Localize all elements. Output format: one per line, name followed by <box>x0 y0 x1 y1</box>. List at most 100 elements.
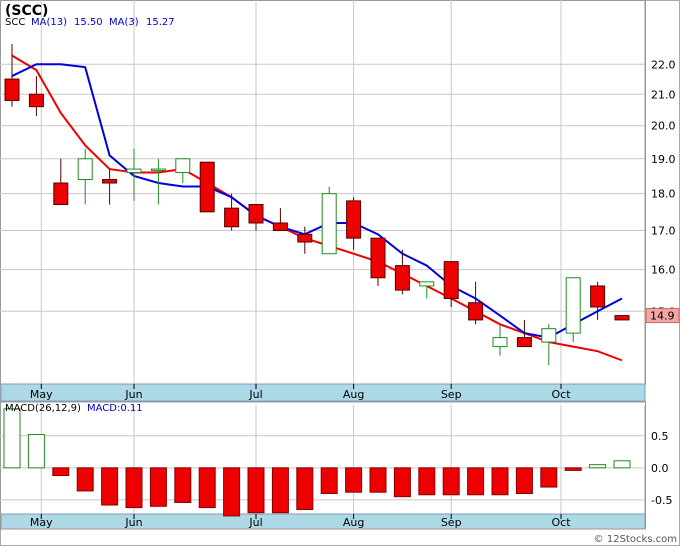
candle-up <box>175 158 191 184</box>
macd-bar <box>247 467 265 514</box>
macd-bar <box>369 467 387 493</box>
macd-bar <box>52 467 70 477</box>
candle-down <box>53 158 69 206</box>
candle-down <box>468 281 484 325</box>
candle-body <box>370 237 386 279</box>
macd-bar <box>418 467 436 496</box>
macd-panel-border <box>0 401 646 530</box>
candle-body <box>590 285 606 308</box>
candle-body <box>516 337 532 348</box>
month-label: Sep <box>441 388 462 401</box>
macd-tick-label: -0.5 <box>651 494 672 507</box>
footer-credit: © 12Stocks.com <box>594 534 677 545</box>
candle-up <box>321 186 337 255</box>
price-tick-label: 22.0 <box>651 58 676 71</box>
candle-down <box>199 161 215 213</box>
candle-body <box>443 261 459 299</box>
price-tick-label: 20.0 <box>651 120 676 133</box>
candle-body <box>468 302 484 321</box>
candle-body <box>346 200 362 239</box>
macd-legend-value: MACD:0.11 <box>87 403 143 414</box>
candle-body <box>53 182 69 206</box>
macd-tick-label: 0.5 <box>651 430 669 443</box>
candle-up <box>419 281 435 299</box>
legend-ma3-value: 15.27 <box>146 17 175 28</box>
candle-down <box>4 44 20 107</box>
price-tick-label: 18.0 <box>651 188 676 201</box>
candle-down <box>224 193 240 231</box>
candle-body <box>614 315 630 321</box>
macd-bar <box>467 467 485 496</box>
legend-ma13-value: 15.50 <box>74 17 103 28</box>
candle-body <box>541 328 557 343</box>
candle-up <box>492 324 508 356</box>
candle-body <box>28 93 44 108</box>
price-month-band <box>0 383 646 402</box>
price-tick-label: 19.0 <box>651 153 676 166</box>
candle-up <box>150 158 166 205</box>
macd-bar <box>149 467 167 507</box>
price-tick-label: 17.0 <box>651 225 676 238</box>
candle-body <box>77 158 93 180</box>
candle-down <box>272 208 288 232</box>
macd-bar <box>223 467 241 517</box>
price-axis: 15.016.017.018.019.020.021.022.0MayJunJu… <box>0 0 680 530</box>
candle-body <box>492 337 508 348</box>
candle-up <box>541 324 557 366</box>
month-label: Oct <box>551 388 571 401</box>
candle-down <box>28 76 44 117</box>
macd-bar <box>613 460 631 469</box>
candle-up <box>565 277 581 343</box>
last-price-marker <box>645 308 680 324</box>
month-label: Aug <box>343 388 364 401</box>
candle-body <box>126 168 142 174</box>
candle-body <box>419 281 435 287</box>
macd-bar <box>540 467 558 488</box>
macd-bar <box>393 467 411 498</box>
candle-body <box>199 161 215 213</box>
candle-down <box>614 315 630 321</box>
price-tick-label: 21.0 <box>651 88 676 101</box>
macd-month-band <box>0 513 646 530</box>
ma3-line <box>11 63 623 339</box>
candle-up <box>77 148 93 205</box>
candle-down <box>394 249 410 295</box>
candle-down <box>346 197 362 250</box>
candle-down <box>443 261 459 307</box>
macd-bar <box>271 467 289 514</box>
ma13-line <box>11 54 623 362</box>
legend-ticker: SCC <box>5 17 25 28</box>
month-label: Sep <box>441 516 462 529</box>
macd-bar <box>320 467 338 494</box>
candle-body <box>150 168 166 172</box>
macd-bar <box>491 467 509 496</box>
month-label: Jul <box>248 388 262 401</box>
candle-body <box>394 265 410 291</box>
macd-tick-label: 0.0 <box>651 462 669 475</box>
candle-body <box>175 158 191 174</box>
macd-bar <box>589 464 607 469</box>
month-label: Oct <box>551 516 571 529</box>
candle-down <box>102 169 118 205</box>
candle-down <box>590 281 606 320</box>
candle-body <box>248 204 264 224</box>
candle-body <box>297 233 313 243</box>
month-label: Jun <box>124 516 142 529</box>
candle-body <box>4 78 20 101</box>
macd-bar <box>515 467 533 494</box>
candle-body <box>272 222 288 232</box>
price-tick-label: 16.0 <box>651 264 676 277</box>
macd-bar <box>174 467 192 503</box>
month-label: Jul <box>248 516 262 529</box>
month-label: May <box>30 388 53 401</box>
macd-bar <box>564 467 582 471</box>
month-label: Jun <box>124 388 142 401</box>
chart-title: (SCC) <box>5 3 48 19</box>
macd-bar <box>296 467 314 511</box>
month-label: Aug <box>343 516 364 529</box>
candle-body <box>565 277 581 334</box>
candle-down <box>297 226 313 254</box>
macd-bar <box>101 467 119 506</box>
